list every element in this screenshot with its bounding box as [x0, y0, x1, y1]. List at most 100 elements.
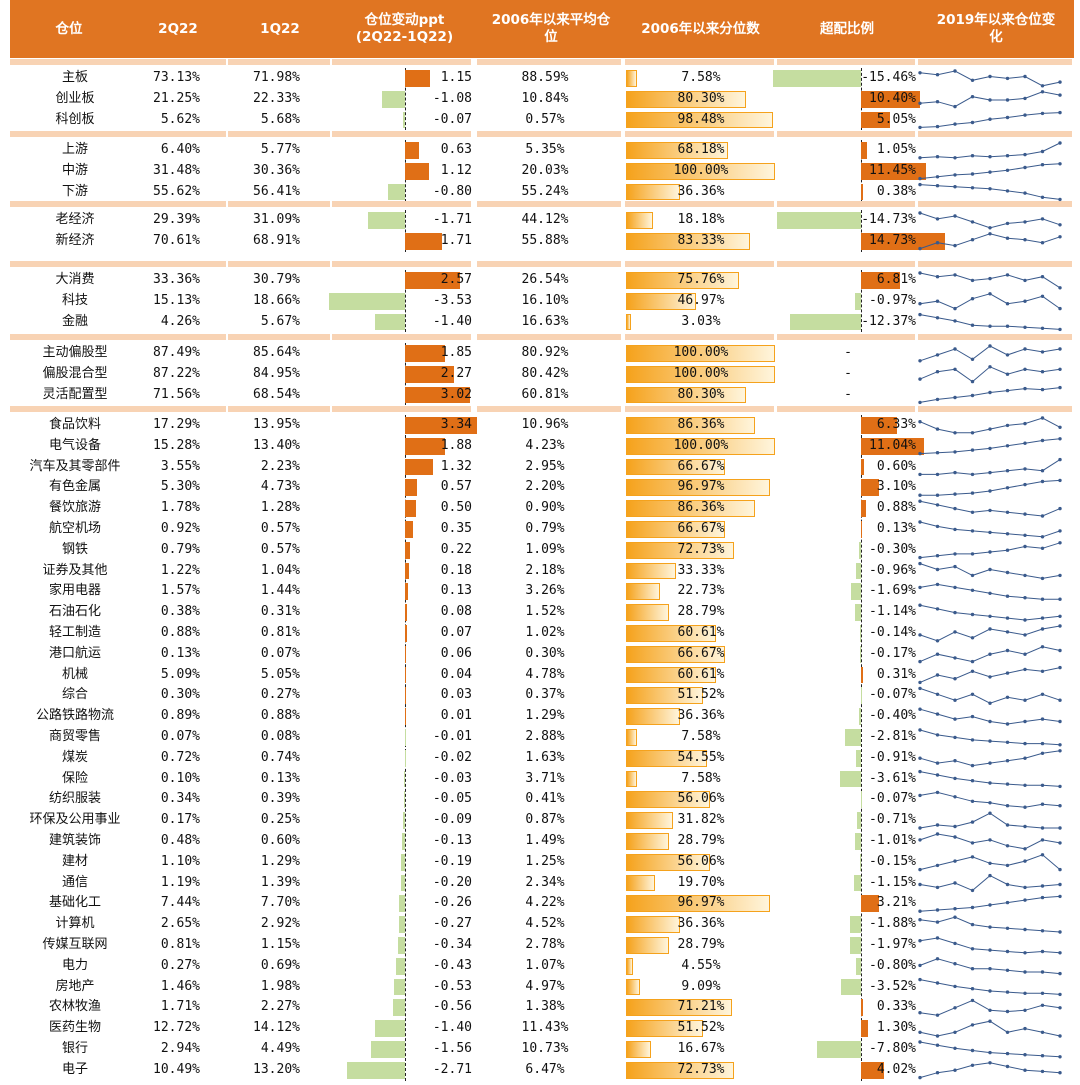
value-2q22: 0.72%	[160, 749, 200, 765]
trend-point	[970, 905, 975, 910]
value-1q22: 0.74%	[260, 749, 300, 765]
value-2q22: 0.17%	[160, 812, 200, 828]
trend-point	[953, 717, 957, 721]
value-1q22: 13.95%	[253, 417, 300, 432]
value-2q22: 5.09%	[160, 666, 200, 682]
percentile-value: 18.18%	[677, 212, 725, 227]
trend-point	[988, 446, 992, 451]
change-value: -0.43	[432, 957, 472, 973]
trend-point	[918, 451, 922, 456]
overweight-value: 4.02%	[876, 1061, 916, 1077]
overweight-bar	[860, 853, 861, 871]
trend-point	[1040, 1003, 1045, 1007]
overweight-value: -0.17%	[869, 645, 916, 661]
trend-point	[918, 918, 922, 922]
trend-point	[988, 675, 992, 679]
trend-point	[970, 888, 975, 893]
trend-point	[953, 564, 957, 569]
change-bar	[405, 583, 408, 601]
change-bar	[381, 90, 405, 108]
avg-position: 11.43%	[521, 1020, 569, 1036]
trend-point	[1058, 648, 1062, 653]
value-1q22: 0.39%	[260, 791, 300, 807]
percentile-bar	[626, 770, 638, 788]
trend-point	[970, 220, 975, 224]
percentile-value: 51.52%	[677, 687, 725, 703]
group-separator	[10, 201, 128, 207]
trend-point	[1005, 1009, 1010, 1014]
change-bar	[405, 417, 477, 434]
overweight-bar	[840, 978, 861, 996]
trend-point	[953, 776, 957, 781]
group-separator	[332, 59, 471, 65]
overweight-bar	[861, 479, 879, 497]
trend-point	[1058, 573, 1062, 578]
change-bar	[405, 272, 461, 289]
trend-sparkline	[919, 438, 1061, 455]
trend-point	[935, 73, 940, 77]
trend-point	[988, 614, 992, 618]
trend-point	[918, 963, 922, 968]
trend-point	[988, 925, 992, 929]
row-label: 医药生物	[48, 1020, 101, 1036]
percentile-bar	[626, 479, 771, 497]
trend-point	[1058, 665, 1062, 670]
group-separator	[10, 406, 128, 412]
trend-point	[1023, 1068, 1027, 1072]
percentile-value: 36.36%	[677, 708, 725, 724]
change-value: -0.07	[432, 111, 472, 127]
trend-point	[1005, 510, 1010, 514]
trend-point	[1040, 514, 1045, 518]
row-label: 老经济	[55, 212, 95, 227]
percentile-bar	[626, 666, 717, 684]
trend-point	[935, 100, 940, 104]
trend-point	[935, 175, 940, 179]
change-bar	[405, 625, 407, 642]
row-label: 基础化工	[48, 895, 101, 911]
trend-point	[935, 1043, 940, 1047]
percentile-bar	[626, 345, 775, 362]
overweight-bar	[856, 812, 861, 829]
trend-point	[935, 823, 940, 827]
trend-point	[1040, 717, 1045, 721]
trend-point	[953, 656, 957, 660]
value-1q22: 2.27%	[260, 999, 300, 1015]
trend-point	[1005, 671, 1010, 675]
value-2q22: 1.19%	[160, 874, 200, 890]
percentile-bar	[626, 937, 669, 954]
trend-point	[1005, 648, 1010, 653]
trend-sparkline	[919, 1041, 1061, 1058]
change-value: -1.40	[432, 1020, 472, 1036]
overweight-bar	[861, 142, 867, 159]
trend-point	[1005, 324, 1010, 328]
change-bar	[329, 292, 405, 310]
overweight-value: -1.88%	[869, 916, 916, 932]
overweight-bar	[861, 1020, 869, 1037]
trend-point	[1058, 841, 1062, 845]
trend-point	[988, 761, 992, 765]
change-value: -1.08	[432, 90, 472, 106]
trend-sparkline	[919, 1020, 1061, 1037]
group-separator	[477, 406, 621, 412]
trend-point	[935, 155, 940, 159]
trend-point	[918, 359, 922, 363]
change-bar	[400, 874, 405, 892]
percentile-value: 71.21%	[677, 999, 725, 1015]
trend-point	[918, 1040, 922, 1044]
avg-position: 2.18%	[525, 562, 565, 578]
row-label: 房地产	[55, 978, 95, 994]
change-bar	[403, 812, 405, 829]
overweight-bar	[861, 500, 867, 517]
value-2q22: 1.22%	[160, 562, 200, 578]
row-label: 纺织服装	[48, 791, 101, 807]
trend-point	[1023, 238, 1027, 242]
trend-point	[918, 1075, 922, 1080]
overweight-value: 6.33%	[876, 417, 916, 432]
trend-sparkline	[919, 687, 1061, 704]
change-value: 2.27	[440, 365, 472, 381]
trend-point	[1058, 867, 1062, 872]
trend-point	[1040, 884, 1045, 888]
overweight-bar	[840, 770, 861, 788]
value-2q22: 33.36%	[153, 272, 200, 287]
trend-point	[1040, 535, 1045, 539]
